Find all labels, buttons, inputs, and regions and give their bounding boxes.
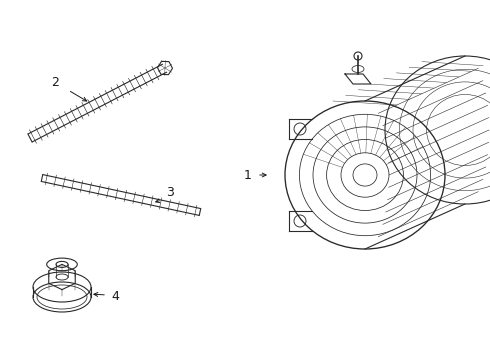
Text: 1: 1 [244, 168, 252, 181]
Text: 2: 2 [51, 76, 59, 89]
Text: 4: 4 [111, 291, 119, 303]
Text: 3: 3 [166, 185, 174, 198]
